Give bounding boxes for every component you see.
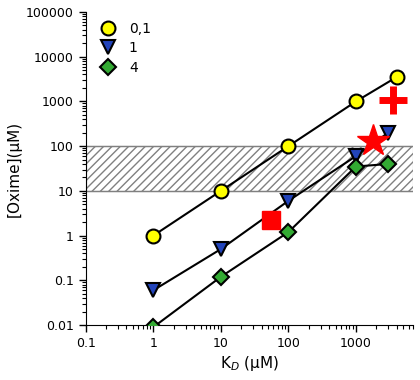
1 xyxy=(286,198,291,203)
0,1 xyxy=(354,99,359,104)
Line: 4: 4 xyxy=(148,158,394,332)
1 xyxy=(218,247,223,251)
Bar xyxy=(86,146,413,191)
0,1 xyxy=(286,144,291,149)
X-axis label: K$_D$ (μM): K$_D$ (μM) xyxy=(220,354,279,373)
Line: 1: 1 xyxy=(147,126,395,297)
Legend: 0,1, 1, 4: 0,1, 1, 4 xyxy=(93,19,154,78)
1 xyxy=(354,154,359,158)
4 xyxy=(286,230,291,234)
0,1 xyxy=(218,188,223,193)
1 xyxy=(151,288,156,293)
Y-axis label: [Oxime](μM): [Oxime](μM) xyxy=(7,120,22,217)
4 xyxy=(151,325,156,329)
Line: 0,1: 0,1 xyxy=(147,70,404,242)
4 xyxy=(354,164,359,169)
1 xyxy=(386,130,391,135)
4 xyxy=(218,274,223,279)
0,1 xyxy=(151,233,156,238)
0,1 xyxy=(394,75,399,79)
4 xyxy=(386,162,391,166)
